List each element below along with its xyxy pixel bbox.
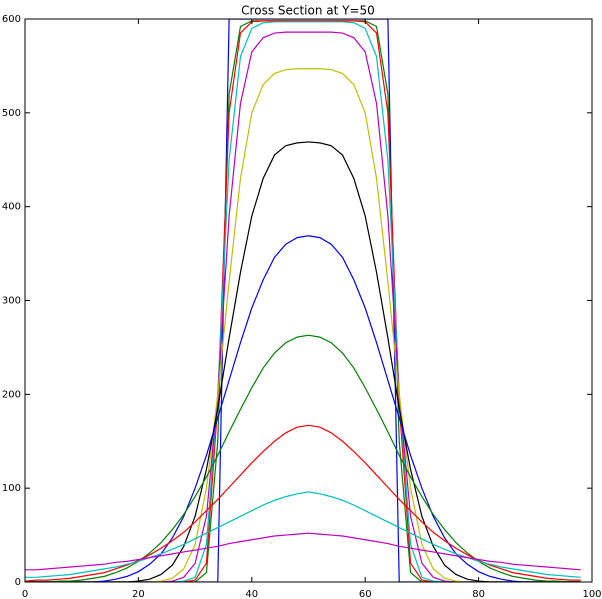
x-tick-label: 20 [132, 589, 145, 599]
y-tick-label: 400 [2, 202, 21, 213]
x-tick-label: 0 [22, 589, 28, 599]
series-line [25, 68, 581, 582]
y-tick-label: 500 [2, 108, 21, 119]
series-line [25, 532, 581, 571]
x-tick-label: 100 [582, 589, 601, 599]
series-line [25, 334, 581, 582]
series-line [25, 424, 581, 582]
y-tick-label: 100 [2, 483, 21, 494]
y-tick-label: 600 [2, 14, 21, 25]
series-line [25, 20, 581, 582]
y-tick-label: 0 [15, 577, 21, 588]
series-line [25, 491, 581, 578]
series-line [25, 21, 581, 582]
x-tick-label: 60 [359, 589, 372, 599]
series-line [25, 31, 581, 582]
chart-title: Cross Section at Y=50 [241, 4, 375, 18]
y-tick-label: 300 [2, 296, 21, 307]
y-tick-label: 200 [2, 389, 21, 400]
x-tick-label: 40 [245, 589, 258, 599]
x-tick-label: 80 [472, 589, 485, 599]
series-line [25, 235, 581, 582]
